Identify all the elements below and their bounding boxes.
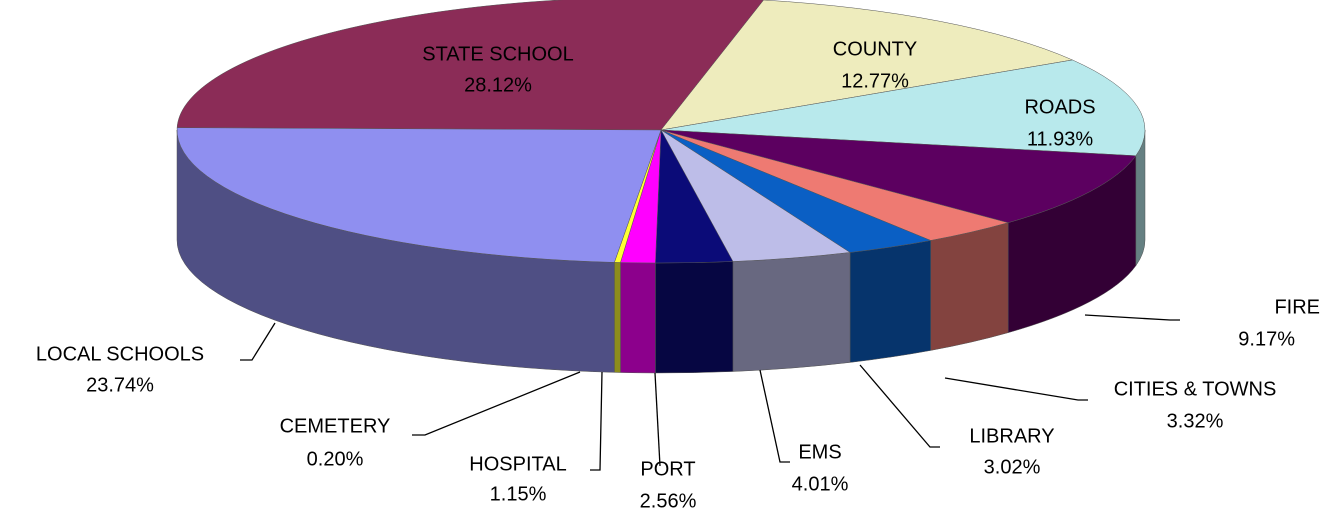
slice-value-label: 28.12% xyxy=(464,74,532,96)
slice xyxy=(176,0,764,131)
pie xyxy=(176,0,1146,374)
leader-line xyxy=(412,371,581,436)
slice-label: PORT xyxy=(640,458,695,480)
slice-value-label: 11.93% xyxy=(1027,128,1094,150)
slice-label: COUNTY xyxy=(833,38,917,60)
leader-line xyxy=(590,371,603,471)
slice-value-label: 23.74% xyxy=(86,374,154,396)
slice-side xyxy=(930,222,1009,351)
slice-side xyxy=(620,262,656,374)
leader-line xyxy=(859,364,940,448)
slice-label: FIRE xyxy=(1274,296,1320,318)
slice-value-label: 3.32% xyxy=(1167,410,1224,432)
leader-line xyxy=(944,377,1088,401)
slice-label: EMS xyxy=(798,441,841,463)
slice-value-label: 1.15% xyxy=(490,483,547,505)
slice xyxy=(660,0,1074,131)
slice-value-label: 2.56% xyxy=(640,490,697,512)
slice-label: CITIES & TOWNS xyxy=(1114,378,1277,400)
slice-value-label: 4.01% xyxy=(792,473,849,495)
slice xyxy=(660,129,1137,223)
slice-label: ROADS xyxy=(1024,96,1095,118)
leader-line xyxy=(240,322,276,361)
slice-value-label: 12.77% xyxy=(841,70,909,92)
slice-label: STATE SCHOOL xyxy=(422,43,574,65)
leader-lines xyxy=(240,314,1180,471)
slice-label: CEMETERY xyxy=(280,415,391,437)
slice-value-label: 3.02% xyxy=(984,456,1041,478)
slice-side xyxy=(655,261,734,374)
slice xyxy=(660,59,1146,157)
leader-line xyxy=(654,372,661,467)
slice-side xyxy=(849,240,931,363)
slice xyxy=(176,127,662,263)
slice-label: LOCAL SCHOOLS xyxy=(36,343,204,365)
slice-side xyxy=(732,252,851,372)
leader-line xyxy=(1084,314,1180,321)
slice-value-label: 9.17% xyxy=(1238,328,1295,350)
slice-label: LIBRARY xyxy=(969,425,1054,447)
leader-line xyxy=(759,369,790,463)
slice-side xyxy=(614,262,621,373)
slice-value-label: 0.20% xyxy=(307,448,364,470)
slice-label: HOSPITAL xyxy=(469,453,566,475)
